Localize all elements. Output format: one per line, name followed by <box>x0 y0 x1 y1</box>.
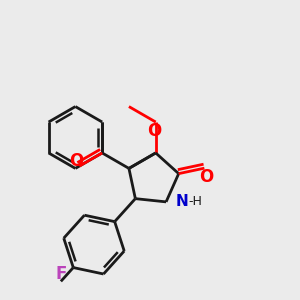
Text: F: F <box>55 265 67 283</box>
Text: O: O <box>199 168 213 186</box>
Text: O: O <box>147 122 161 140</box>
Text: -H: -H <box>188 195 202 208</box>
Text: O: O <box>69 152 84 170</box>
Text: N: N <box>176 194 188 209</box>
